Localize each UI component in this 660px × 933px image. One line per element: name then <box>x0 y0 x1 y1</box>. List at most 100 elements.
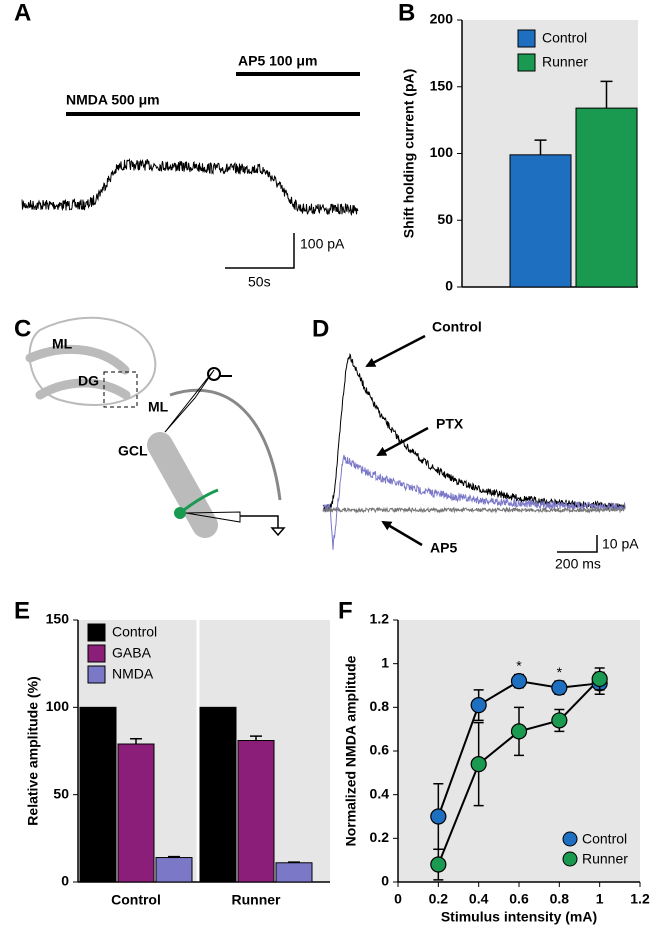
scale-label: 200 ms <box>555 556 601 572</box>
y-tick-label: 1 <box>381 654 389 670</box>
hippocampus-outline <box>28 316 157 406</box>
region-label: GCL <box>118 443 148 459</box>
bar <box>155 857 193 883</box>
trace-label: AP5 <box>430 540 457 556</box>
x-tick-label: 0.6 <box>509 891 529 907</box>
trace-label: PTX <box>436 416 464 432</box>
gcl <box>147 432 218 538</box>
legend-marker <box>562 851 578 867</box>
point <box>470 755 487 773</box>
y-tick-label: 100 <box>430 144 454 160</box>
point <box>510 723 528 740</box>
trace-label: Control <box>432 319 482 335</box>
legend-swatch <box>87 623 106 642</box>
y-tick-label: 0 <box>445 278 453 294</box>
point <box>591 670 608 688</box>
region-label: ML <box>52 336 73 352</box>
legend-label: Control <box>542 30 587 46</box>
y-tick-label: 0.2 <box>370 829 390 845</box>
y-tick-label: 150 <box>46 611 70 627</box>
electrode <box>164 369 215 433</box>
y-tick-label: 50 <box>437 211 453 227</box>
drug-label: NMDA 500 μm <box>66 92 160 108</box>
legend-label: Runner <box>582 851 628 867</box>
y-axis-label: Normalized NMDA amplitude <box>343 655 359 846</box>
granule-layer <box>35 378 131 400</box>
legend-marker <box>562 831 578 847</box>
neuron <box>174 507 186 519</box>
bar <box>275 862 313 883</box>
legend-label: Runner <box>542 54 588 70</box>
electrode <box>185 511 241 523</box>
trace <box>322 454 626 550</box>
x-tick-label: Control <box>111 892 161 908</box>
y-tick-label: 100 <box>46 698 70 714</box>
region-label: DG <box>78 373 99 389</box>
scale-bar <box>557 535 598 553</box>
error-bar <box>534 139 547 155</box>
y-axis-label: Shift holding current (pA) <box>401 69 417 239</box>
y-tick-label: 0.6 <box>370 742 390 758</box>
x-tick-label: 0.2 <box>429 891 449 907</box>
bar <box>79 706 117 883</box>
panel-label: E <box>14 597 30 624</box>
arrow <box>376 426 429 457</box>
y-tick-label: 0.4 <box>370 785 390 801</box>
legend-label: GABA <box>112 645 152 661</box>
scale-label: 10 pA <box>602 536 639 552</box>
y-tick-label: 150 <box>430 77 454 93</box>
trace <box>21 158 359 216</box>
x-axis-label: Stimulus intensity (mA) <box>441 909 597 925</box>
ground <box>240 515 286 537</box>
bar <box>237 740 275 883</box>
y-tick-label: 0.8 <box>370 698 390 714</box>
legend-label: Control <box>112 624 157 640</box>
legend-label: NMDA <box>112 666 154 682</box>
y-tick-label: 1.2 <box>370 611 390 627</box>
arrow <box>365 334 426 368</box>
bar <box>117 743 155 883</box>
panel-label: A <box>14 0 31 26</box>
legend-label: Control <box>582 831 627 847</box>
x-tick-label: 1.2 <box>630 891 650 907</box>
annotation: * <box>557 664 563 680</box>
legend-swatch <box>517 29 536 48</box>
scale-label: 50s <box>248 274 271 290</box>
region-label: ML <box>148 399 169 415</box>
stim <box>207 367 221 381</box>
x-tick-label: 0 <box>394 891 402 907</box>
bar <box>575 107 638 288</box>
x-tick-label: 1 <box>596 891 604 907</box>
y-axis-label: Relative amplitude (%) <box>25 676 41 825</box>
error-bar <box>600 80 613 109</box>
legend-swatch <box>517 53 536 72</box>
point <box>430 856 447 873</box>
scale-bar <box>225 233 295 269</box>
arrow <box>381 520 423 547</box>
granule-layer <box>25 344 130 375</box>
point <box>470 697 487 714</box>
panel-label: F <box>338 597 353 624</box>
x-tick-label: 0.8 <box>550 891 570 907</box>
x-tick-label: Runner <box>232 892 282 908</box>
bar <box>509 154 572 288</box>
trace <box>322 506 626 514</box>
y-tick-label: 0 <box>61 873 69 889</box>
y-tick-label: 50 <box>53 785 69 801</box>
panel-label: D <box>312 315 329 342</box>
scale-label: 100 pA <box>300 236 345 252</box>
x-tick-label: 0.4 <box>469 891 489 907</box>
panel-label: B <box>398 0 415 26</box>
legend-swatch <box>87 665 106 684</box>
y-tick-label: 200 <box>430 11 454 27</box>
point <box>551 679 568 696</box>
annotation: * <box>516 657 522 673</box>
y-tick-label: 0 <box>381 873 389 889</box>
bar <box>199 706 237 883</box>
error-bar <box>130 738 142 745</box>
zoom-box <box>103 371 138 408</box>
drug-label: AP5 100 μm <box>238 53 317 69</box>
point <box>551 712 568 729</box>
trace <box>322 352 626 512</box>
error-bar <box>250 735 262 741</box>
